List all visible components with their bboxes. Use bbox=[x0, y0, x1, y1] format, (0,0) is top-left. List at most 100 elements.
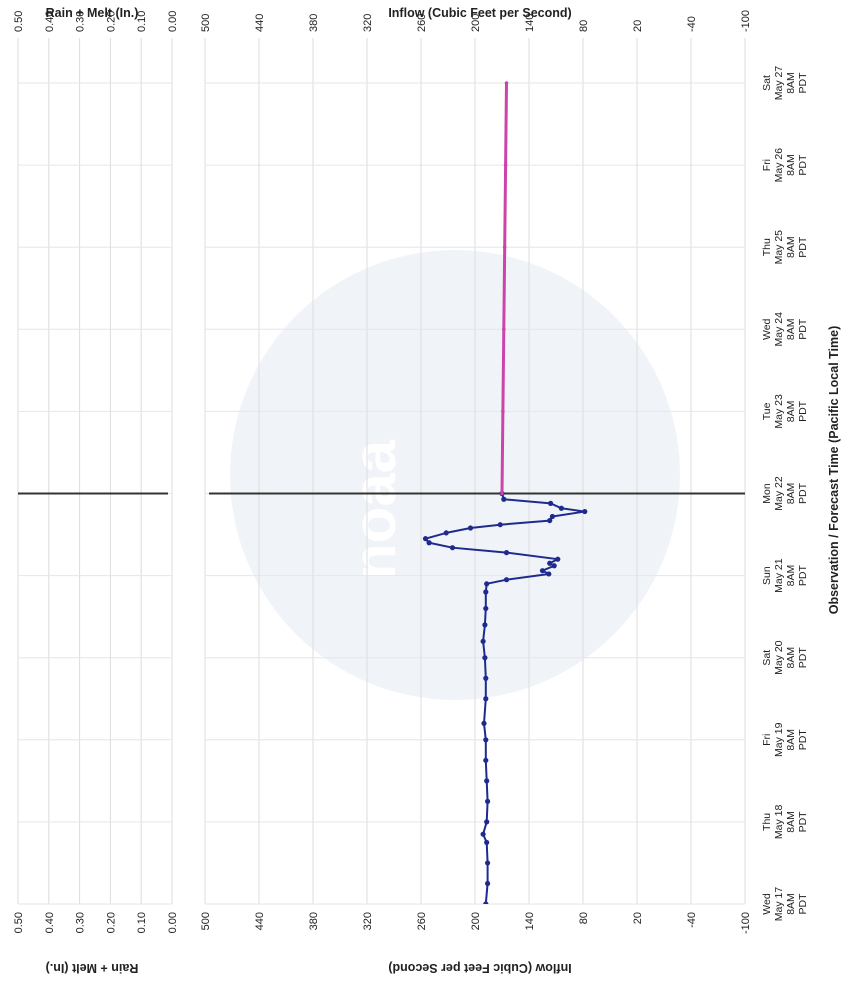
time-tick-label-0-3: PDT bbox=[797, 893, 809, 915]
inflow-tick-label-bottom-5: 200 bbox=[470, 912, 482, 930]
time-tick-label-8-0: Thu bbox=[761, 238, 773, 256]
labels: 0.50 0.50 0.40 0.40 0.30 0.30 0.20 0.20 0.10 0.10… bbox=[13, 6, 841, 975]
time-tick-label-1-3: PDT bbox=[797, 811, 809, 833]
inflow-title-bottom: Inflow (Cubic Feet per Second) bbox=[388, 961, 571, 975]
series-layer bbox=[422, 81, 588, 904]
time-tick-label-4-2: 8AM bbox=[785, 565, 797, 587]
time-tick-label-1-1: May 18 bbox=[773, 805, 785, 840]
time-tick-label-5-1: May 22 bbox=[773, 476, 785, 511]
precip-tick-label-bottom-4: 0.10 bbox=[136, 912, 148, 933]
precip-tick-label-top-3: 0.20 bbox=[105, 11, 117, 32]
data-point-forecast-3 bbox=[502, 245, 507, 249]
data-point-observed-20 bbox=[546, 571, 552, 577]
data-point-observed-28 bbox=[422, 536, 429, 542]
time-tick-label-8-2: 8AM bbox=[785, 236, 797, 258]
data-point-observed-13 bbox=[482, 655, 488, 661]
data-point-forecast-1 bbox=[501, 409, 505, 414]
data-point-observed-12 bbox=[483, 675, 489, 681]
data-point-observed-6 bbox=[485, 798, 491, 804]
data-point-observed-32 bbox=[547, 517, 553, 524]
data-point-observed-30 bbox=[467, 525, 474, 531]
inflow-tick-label-bottom-7: 80 bbox=[578, 912, 590, 924]
inflow-tick-label-top-1: 440 bbox=[254, 14, 266, 32]
grid bbox=[17, 38, 746, 905]
data-point-observed-25 bbox=[503, 550, 510, 556]
time-tick-label-9-3: PDT bbox=[797, 154, 809, 176]
data-point-forecast-4 bbox=[503, 163, 508, 167]
time-tick-label-6-1: May 23 bbox=[773, 394, 785, 429]
time-tick-label-0-0: Wed bbox=[761, 893, 773, 915]
inflow-tick-label-top-10: -100 bbox=[740, 10, 752, 32]
data-point-observed-37 bbox=[501, 496, 507, 502]
precip-tick-label-top-0: 0.50 bbox=[13, 11, 25, 32]
time-tick-label-5-0: Mon bbox=[761, 483, 773, 504]
data-point-observed-31 bbox=[497, 522, 503, 528]
time-tick-label-2-2: 8AM bbox=[785, 729, 797, 751]
time-tick-label-9-2: 8AM bbox=[785, 154, 797, 176]
data-point-observed-27 bbox=[426, 540, 432, 546]
data-point-observed-35 bbox=[558, 505, 565, 511]
time-tick-label-8-3: PDT bbox=[797, 236, 809, 258]
precip-tick-label-bottom-2: 0.30 bbox=[75, 912, 87, 933]
time-tick-label-7-0: Wed bbox=[761, 318, 773, 340]
data-point-observed-9 bbox=[483, 737, 489, 743]
time-tick-label-3-1: May 20 bbox=[773, 640, 785, 675]
time-tick-label-0-2: 8AM bbox=[785, 893, 797, 915]
time-tick-label-10-2: 8AM bbox=[785, 72, 797, 94]
precip-tick-label-top-2: 0.30 bbox=[75, 11, 87, 32]
time-tick-label-3-2: 8AM bbox=[785, 647, 797, 669]
time-tick-label-4-0: Sun bbox=[761, 566, 773, 585]
precip-title-bottom: Rain + Melt (In.) bbox=[46, 961, 139, 975]
inflow-tick-label-bottom-2: 380 bbox=[308, 912, 320, 930]
data-point-observed-15 bbox=[482, 622, 488, 628]
time-tick-label-6-3: PDT bbox=[797, 400, 809, 422]
data-point-observed-5 bbox=[484, 819, 490, 825]
data-point-observed-26 bbox=[449, 545, 456, 551]
time-tick-label-5-2: 8AM bbox=[785, 483, 797, 505]
inflow-tick-label-bottom-1: 440 bbox=[254, 912, 266, 930]
data-point-observed-24 bbox=[555, 556, 561, 562]
precip-tick-label-bottom-5: 0.00 bbox=[167, 912, 179, 933]
inflow-tick-label-top-4: 260 bbox=[416, 14, 428, 32]
data-point-observed-11 bbox=[483, 696, 489, 702]
data-point-observed-18 bbox=[484, 581, 490, 587]
data-point-forecast-5 bbox=[504, 81, 509, 85]
precip-tick-label-bottom-3: 0.20 bbox=[105, 912, 117, 933]
data-point-observed-36 bbox=[548, 500, 554, 506]
data-point-observed-4 bbox=[480, 831, 486, 837]
data-point-observed-2 bbox=[485, 860, 491, 866]
time-tick-label-7-1: May 24 bbox=[773, 312, 785, 347]
time-tick-label-7-3: PDT bbox=[797, 318, 809, 340]
precip-tick-label-bottom-0: 0.50 bbox=[13, 912, 25, 933]
time-tick-label-9-1: May 26 bbox=[773, 148, 785, 183]
inflow-tick-label-top-0: 500 bbox=[200, 14, 212, 32]
watermark-disc bbox=[230, 250, 680, 700]
time-tick-label-3-0: Sat bbox=[761, 650, 773, 666]
data-point-observed-23 bbox=[547, 560, 553, 566]
data-point-observed-19 bbox=[503, 577, 510, 583]
time-tick-label-3-3: PDT bbox=[797, 647, 809, 669]
time-tick-label-9-0: Fri bbox=[761, 159, 773, 171]
data-point-observed-34 bbox=[582, 508, 588, 515]
time-tick-label-7-2: 8AM bbox=[785, 319, 797, 341]
noaa-watermark: noaa bbox=[230, 250, 680, 700]
data-point-observed-0 bbox=[483, 901, 489, 904]
data-point-observed-14 bbox=[480, 638, 486, 644]
time-tick-label-10-3: PDT bbox=[797, 72, 809, 94]
data-point-observed-7 bbox=[484, 778, 490, 784]
precip-tick-label-top-4: 0.10 bbox=[136, 11, 148, 32]
data-point-observed-21 bbox=[539, 568, 546, 574]
time-tick-label-2-3: PDT bbox=[797, 729, 809, 751]
data-point-observed-33 bbox=[549, 513, 556, 520]
data-point-forecast-0 bbox=[500, 491, 504, 496]
inflow-tick-label-bottom-4: 260 bbox=[416, 912, 428, 930]
time-tick-label-6-2: 8AM bbox=[785, 401, 797, 423]
time-axis-title: Observation / Forecast Time (Pacific Loc… bbox=[827, 326, 841, 615]
inflow-title-top: Inflow (Cubic Feet per Second) bbox=[388, 6, 571, 20]
inflow-tick-label-top-3: 320 bbox=[362, 14, 374, 32]
series-line-forecast bbox=[500, 82, 508, 494]
watermark-text: noaa bbox=[341, 439, 408, 580]
time-tick-label-4-3: PDT bbox=[797, 565, 809, 587]
data-point-forecast-2 bbox=[502, 327, 506, 332]
inflow-tick-label-bottom-6: 140 bbox=[524, 912, 536, 930]
